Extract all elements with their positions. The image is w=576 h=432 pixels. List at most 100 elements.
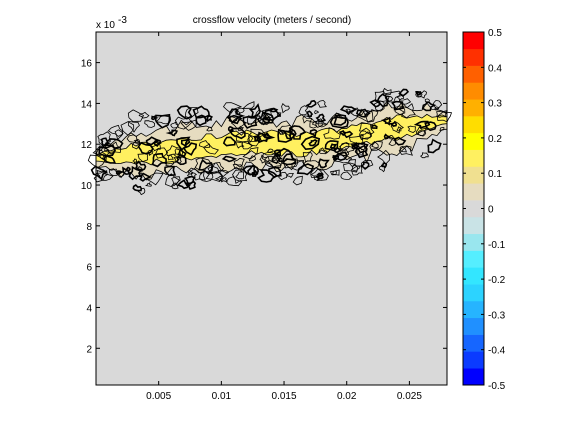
contour-line — [135, 160, 147, 172]
chart-title: crossflow velocity (meters / second) — [193, 15, 351, 26]
contour-line — [398, 88, 410, 97]
contour-line — [377, 149, 391, 165]
contour-line — [137, 187, 146, 196]
colorbar-swatch — [463, 149, 484, 167]
contour-line — [248, 103, 261, 119]
contour-line — [247, 135, 261, 147]
contour-line — [363, 110, 379, 123]
contour-line — [268, 159, 282, 168]
contour-line — [262, 107, 273, 120]
contour-line — [309, 128, 318, 138]
contour-line — [415, 126, 428, 137]
contour-line — [165, 173, 180, 188]
contour-line — [439, 127, 445, 132]
contour-line — [286, 172, 294, 178]
contour-line — [340, 171, 353, 180]
contour-line — [165, 160, 175, 167]
contour-line — [233, 157, 245, 168]
contour-line — [398, 98, 412, 105]
contour-line — [165, 129, 179, 137]
colorbar-swatch — [463, 250, 484, 268]
contour-line — [436, 111, 453, 123]
colorbar-swatch — [463, 116, 484, 134]
contour-line — [318, 147, 328, 155]
contour-line — [145, 136, 161, 146]
contour-line — [314, 110, 320, 115]
contour-line — [180, 119, 197, 131]
colorbar-tick-label: -0.3 — [488, 310, 506, 321]
colorbar-swatch — [463, 132, 484, 150]
contour-line — [329, 170, 338, 176]
contour-line — [128, 120, 140, 133]
y-tick-label: 16 — [81, 59, 93, 70]
colorbar-tick-label: 0.5 — [488, 28, 502, 39]
contour-line — [151, 152, 167, 168]
contour-line — [278, 131, 284, 135]
contour-line — [234, 107, 245, 115]
contour-line — [222, 136, 236, 147]
contour-line — [394, 105, 406, 115]
x-tick-label: 0.02 — [337, 391, 357, 402]
contour-line — [176, 136, 191, 151]
contour-line — [296, 163, 315, 176]
colorbar-tick-label: 0.1 — [488, 169, 502, 180]
x-tick-label: 0.01 — [212, 391, 232, 402]
contour-line — [185, 180, 197, 190]
contour-line — [138, 111, 150, 119]
contour-line — [369, 99, 381, 108]
contour-line — [311, 118, 324, 128]
contour-line — [184, 107, 199, 119]
contour-line — [219, 177, 229, 183]
colorbar-tick-label: 0 — [488, 205, 494, 216]
plot-frame — [95, 31, 448, 386]
colorbar-swatch — [463, 200, 484, 218]
contour-line — [267, 148, 274, 153]
contour-line — [323, 127, 341, 140]
contour-line — [257, 169, 279, 183]
contour-line — [90, 165, 108, 181]
colorbar-tick-label: 0.4 — [488, 63, 502, 74]
contour-line — [339, 105, 358, 116]
contour-line — [195, 115, 207, 127]
colorbar-swatch — [463, 32, 484, 50]
contour-line — [397, 103, 416, 119]
contour-line — [333, 114, 347, 126]
colorbar-swatch — [463, 99, 484, 117]
x-tick-label: 0.005 — [146, 391, 171, 402]
colorbar-swatch — [463, 216, 484, 235]
x-tick-label: 0.015 — [272, 391, 297, 402]
contour-line — [221, 155, 238, 163]
contour-line — [176, 105, 193, 120]
contour-line — [236, 125, 244, 132]
colorbar-swatch — [463, 351, 484, 369]
contour-line — [106, 138, 124, 149]
x-tick-label: 0.025 — [397, 391, 422, 402]
contour-line — [207, 165, 219, 175]
contour-line — [339, 142, 350, 151]
contour-line — [388, 134, 395, 140]
y-tick-label: 14 — [81, 99, 93, 110]
contour-line — [165, 145, 182, 158]
colorbar-tick-label: -0.5 — [488, 381, 506, 392]
colorbar-swatch — [463, 300, 484, 319]
contour-line — [132, 158, 139, 165]
contour-line — [145, 181, 153, 187]
x-axis: 0.005 0.01 0.015 0.02 0.025 — [146, 32, 422, 402]
contour-line — [436, 110, 448, 118]
colorbar-tick-label: 0.2 — [488, 134, 502, 145]
contour-line — [332, 169, 340, 176]
contour-line — [390, 120, 404, 134]
contour-line — [230, 117, 247, 130]
colorbar-swatch — [463, 183, 484, 201]
contour-line — [421, 101, 437, 112]
contour-line — [354, 144, 369, 159]
contour-line — [104, 142, 116, 153]
contour-line — [380, 162, 388, 169]
contour-line — [198, 140, 211, 148]
contour-line — [343, 162, 359, 173]
contour-line — [398, 145, 413, 156]
contour-line — [282, 127, 297, 140]
contour-line — [194, 157, 212, 171]
